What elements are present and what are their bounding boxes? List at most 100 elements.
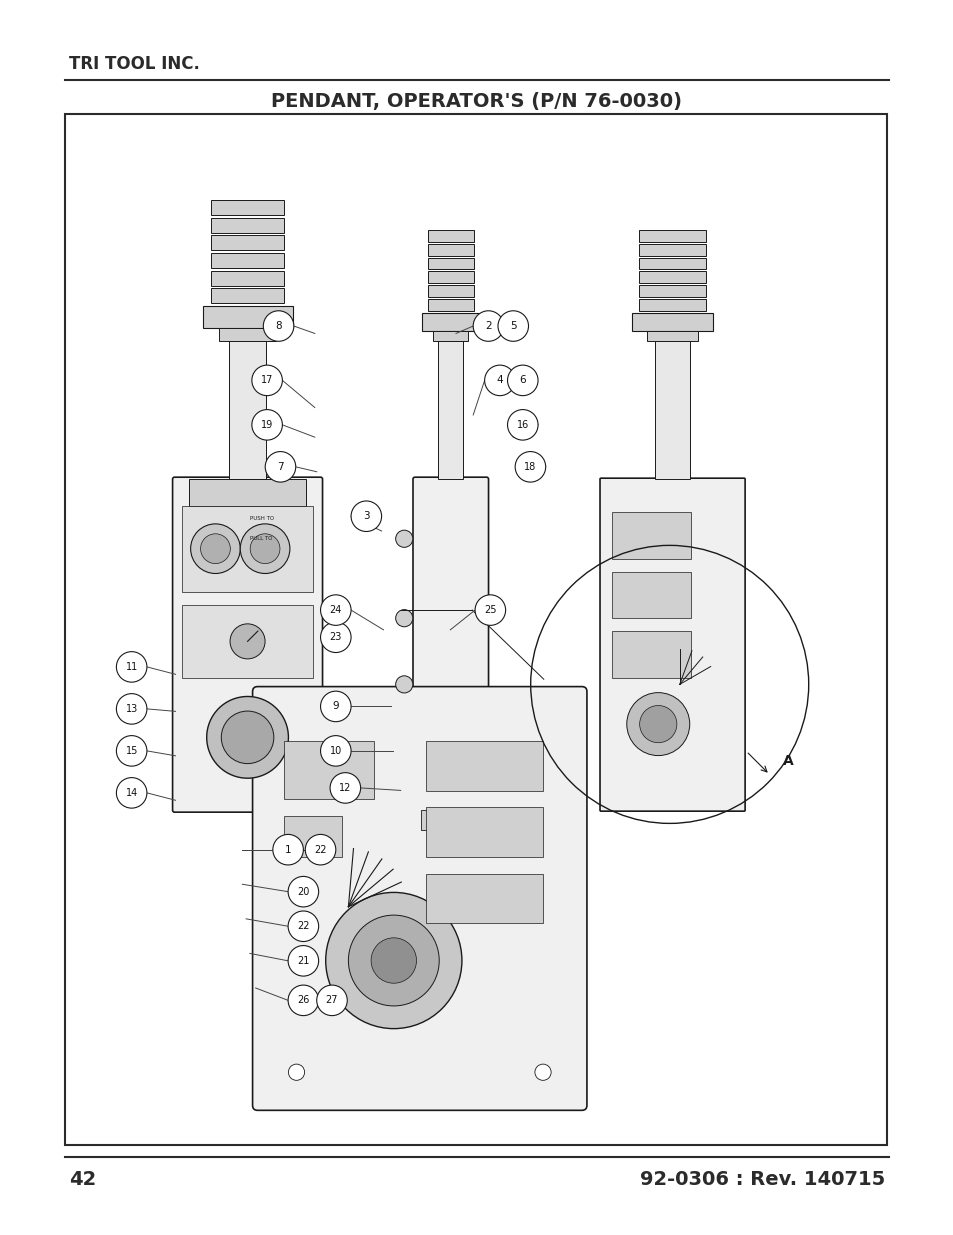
Text: PENDANT, OPERATOR'S (P/N 76-0030): PENDANT, OPERATOR'S (P/N 76-0030) (272, 91, 681, 111)
Bar (639, 272, 705, 283)
Text: 4: 4 (497, 375, 502, 385)
Circle shape (484, 366, 515, 395)
Text: 42: 42 (69, 1170, 96, 1189)
Bar (426, 873, 542, 924)
Text: 6: 6 (519, 375, 525, 385)
Circle shape (305, 835, 335, 864)
Text: 23: 23 (330, 632, 341, 642)
Bar (211, 270, 284, 285)
Circle shape (263, 311, 294, 341)
Text: PUSH TO: PUSH TO (251, 516, 274, 521)
Circle shape (252, 410, 282, 440)
FancyBboxPatch shape (253, 687, 586, 1110)
Bar (211, 253, 284, 268)
Text: 7: 7 (277, 462, 283, 472)
Circle shape (116, 652, 147, 682)
Bar (433, 331, 468, 341)
Bar (426, 741, 542, 790)
Bar (639, 230, 705, 242)
Bar (646, 331, 698, 341)
Text: 25: 25 (483, 605, 497, 615)
Circle shape (316, 986, 347, 1015)
Circle shape (320, 622, 351, 652)
Bar (182, 505, 313, 592)
Bar (202, 306, 293, 329)
Bar (441, 810, 457, 830)
Circle shape (475, 595, 505, 625)
Circle shape (265, 452, 295, 482)
Bar (639, 299, 705, 311)
Text: 5: 5 (510, 321, 516, 331)
Text: 19: 19 (261, 420, 273, 430)
Circle shape (320, 595, 351, 625)
Text: 22: 22 (296, 921, 310, 931)
Bar (189, 479, 306, 505)
Bar (463, 810, 478, 830)
Text: PULL TO: PULL TO (251, 536, 273, 541)
Circle shape (320, 692, 351, 721)
Text: A: A (781, 753, 792, 768)
Circle shape (288, 877, 318, 906)
Bar (426, 808, 542, 857)
Bar (639, 285, 705, 298)
Bar (283, 815, 341, 857)
Bar (427, 272, 474, 283)
Bar (612, 572, 690, 619)
Text: 11: 11 (126, 662, 137, 672)
Circle shape (288, 986, 318, 1015)
Circle shape (395, 676, 413, 693)
Bar (639, 258, 705, 269)
FancyBboxPatch shape (172, 477, 322, 813)
FancyBboxPatch shape (413, 477, 488, 813)
Text: TRI TOOL INC.: TRI TOOL INC. (69, 56, 199, 73)
Circle shape (116, 778, 147, 808)
Circle shape (497, 311, 528, 341)
Bar (427, 258, 474, 269)
Bar (639, 243, 705, 256)
Text: 1: 1 (285, 845, 291, 855)
Circle shape (200, 534, 230, 563)
Bar (219, 329, 275, 341)
Bar (631, 314, 713, 331)
Bar (427, 243, 474, 256)
Circle shape (507, 410, 537, 440)
Bar (211, 236, 284, 251)
Circle shape (252, 366, 282, 395)
Text: 9: 9 (333, 701, 338, 711)
Text: 14: 14 (126, 788, 137, 798)
Text: 27: 27 (325, 995, 338, 1005)
Bar (427, 285, 474, 298)
Text: 2: 2 (485, 321, 491, 331)
Text: 26: 26 (297, 995, 309, 1005)
Circle shape (207, 697, 288, 778)
Bar (211, 217, 284, 232)
Circle shape (639, 705, 676, 742)
Text: 16: 16 (517, 420, 528, 430)
Circle shape (240, 524, 290, 573)
Circle shape (191, 524, 240, 573)
Circle shape (351, 501, 381, 531)
Bar (211, 200, 284, 215)
Circle shape (507, 366, 537, 395)
Bar (211, 288, 284, 304)
Circle shape (348, 915, 438, 1007)
FancyBboxPatch shape (599, 478, 744, 811)
Circle shape (626, 693, 689, 756)
Circle shape (320, 736, 351, 766)
Text: 17: 17 (261, 375, 273, 385)
Circle shape (221, 711, 274, 763)
Bar (437, 341, 463, 479)
Circle shape (250, 534, 279, 563)
Circle shape (230, 624, 265, 659)
Text: 3: 3 (363, 511, 369, 521)
Text: 20: 20 (297, 887, 309, 897)
Text: 21: 21 (297, 956, 309, 966)
Bar (229, 341, 266, 479)
Circle shape (330, 773, 360, 803)
Circle shape (395, 610, 413, 627)
Circle shape (515, 452, 545, 482)
Circle shape (116, 694, 147, 724)
Circle shape (371, 937, 416, 983)
Text: 92-0306 : Rev. 140715: 92-0306 : Rev. 140715 (639, 1170, 884, 1189)
Text: 8: 8 (275, 321, 281, 331)
